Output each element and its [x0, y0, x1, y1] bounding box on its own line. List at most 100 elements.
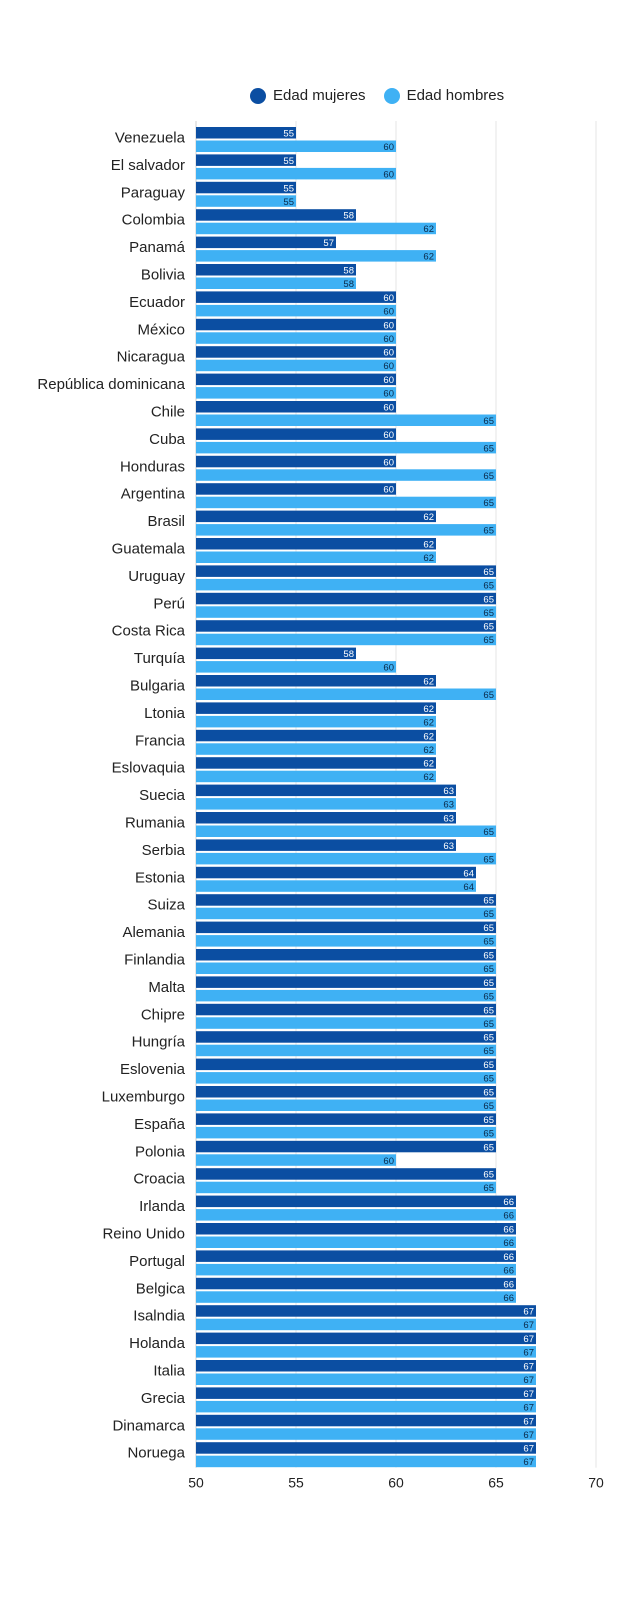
- bar-hombres: [196, 1346, 536, 1358]
- bar-mujeres: [196, 373, 396, 386]
- bar-mujeres: [196, 1305, 536, 1317]
- legend-swatch-hombres: [383, 87, 400, 104]
- bar-hombres: [196, 222, 436, 235]
- data-label-hombres: 65: [483, 1183, 494, 1194]
- category-label: México: [137, 321, 185, 338]
- category-label: Ecuador: [129, 294, 185, 311]
- data-label-hombres: 65: [483, 1074, 494, 1085]
- bar-hombres: [196, 1291, 516, 1303]
- data-label-hombres: 60: [383, 306, 394, 317]
- x-tick-label: 55: [288, 1475, 304, 1491]
- legend-label-mujeres: Edad mujeres: [273, 87, 366, 104]
- bar-mujeres: [196, 181, 296, 194]
- data-label-mujeres: 66: [503, 1252, 514, 1263]
- bar-mujeres: [196, 702, 436, 714]
- data-label-mujeres: 67: [523, 1307, 534, 1318]
- bar-hombres: [196, 1126, 496, 1139]
- bar-hombres: [196, 743, 436, 755]
- data-label-hombres: 67: [523, 1457, 534, 1468]
- data-label-mujeres: 62: [423, 704, 434, 715]
- bar-hombres: [196, 907, 496, 920]
- category-label: Guatemala: [112, 541, 186, 558]
- category-label: Chipre: [141, 1006, 185, 1023]
- data-label-hombres: 62: [423, 553, 434, 564]
- data-label-hombres: 60: [383, 334, 394, 345]
- data-label-mujeres: 65: [483, 1170, 494, 1181]
- bar-hombres: [196, 1209, 516, 1221]
- bar-mujeres: [196, 1360, 536, 1372]
- bar-hombres: [196, 1263, 516, 1276]
- bar-hombres: [196, 852, 496, 865]
- bar-mujeres: [196, 565, 496, 577]
- bar-mujeres: [196, 1140, 496, 1153]
- data-label-mujeres: 65: [483, 951, 494, 962]
- data-label-mujeres: 65: [483, 1005, 494, 1016]
- category-label: Rumania: [125, 815, 186, 832]
- data-label-mujeres: 60: [383, 403, 394, 414]
- data-label-mujeres: 62: [423, 512, 434, 523]
- bar-hombres: [196, 387, 396, 399]
- bar-mujeres: [196, 1031, 496, 1043]
- bar-hombres: [196, 551, 436, 563]
- data-label-hombres: 67: [523, 1402, 534, 1413]
- bar-mujeres: [196, 291, 396, 303]
- data-label-hombres: 66: [503, 1265, 514, 1276]
- bar-hombres: [196, 1181, 496, 1194]
- category-label: Hungría: [132, 1034, 186, 1051]
- category-label: Brasil: [147, 513, 185, 530]
- bar-mujeres: [196, 757, 436, 769]
- data-label-mujeres: 60: [383, 485, 394, 496]
- category-label: Finlandia: [124, 952, 186, 969]
- data-label-hombres: 66: [503, 1293, 514, 1304]
- data-label-mujeres: 60: [383, 293, 394, 304]
- data-label-hombres: 65: [483, 991, 494, 1002]
- bar-mujeres: [196, 949, 496, 961]
- bar-hombres: [196, 770, 436, 783]
- legend-item-hombres: Edad hombres: [383, 87, 504, 104]
- bar-mujeres: [196, 647, 356, 660]
- data-label-mujeres: 62: [423, 731, 434, 742]
- data-label-hombres: 66: [503, 1238, 514, 1249]
- data-label-mujeres: 67: [523, 1334, 534, 1345]
- category-label: República dominicana: [37, 376, 185, 393]
- bar-hombres: [196, 140, 396, 152]
- bar-mujeres: [196, 592, 496, 605]
- bar-mujeres: [196, 812, 456, 824]
- category-label: Italia: [153, 1363, 185, 1380]
- data-label-mujeres: 60: [383, 348, 394, 359]
- legend-item-mujeres: Edad mujeres: [250, 87, 366, 104]
- bar-mujeres: [196, 866, 476, 879]
- category-label: Noruega: [127, 1445, 185, 1462]
- bar-hombres: [196, 1373, 536, 1385]
- category-label: Colombia: [122, 212, 186, 229]
- category-label: Panamá: [129, 239, 186, 256]
- bar-mujeres: [196, 1332, 536, 1345]
- category-label: Alemania: [122, 924, 185, 941]
- data-label-hombres: 65: [483, 1019, 494, 1030]
- category-label: Croacia: [133, 1171, 185, 1188]
- data-label-hombres: 65: [483, 1101, 494, 1112]
- bar-mujeres: [196, 784, 456, 797]
- bar-mujeres: [196, 1250, 516, 1262]
- data-label-mujeres: 60: [383, 375, 394, 386]
- bar-mujeres: [196, 729, 436, 742]
- data-label-hombres: 65: [483, 964, 494, 975]
- category-label: Suiza: [147, 897, 185, 914]
- bar-mujeres: [196, 236, 336, 249]
- bar-mujeres: [196, 154, 296, 166]
- data-label-mujeres: 67: [523, 1389, 534, 1400]
- data-label-hombres: 65: [483, 1046, 494, 1057]
- bar-hombres: [196, 989, 496, 1002]
- bar-hombres: [196, 578, 496, 591]
- category-label: Irlanda: [139, 1198, 186, 1215]
- bar-hombres: [196, 496, 496, 509]
- x-tick-label: 70: [588, 1475, 604, 1491]
- data-label-mujeres: 62: [423, 759, 434, 770]
- data-label-mujeres: 66: [503, 1225, 514, 1236]
- bar-hombres: [196, 524, 496, 536]
- category-label: Isalndia: [133, 1308, 185, 1325]
- category-label: Belgica: [136, 1280, 186, 1297]
- x-tick-label: 65: [488, 1475, 504, 1491]
- bar-mujeres: [196, 620, 496, 632]
- data-label-hombres: 65: [483, 498, 494, 509]
